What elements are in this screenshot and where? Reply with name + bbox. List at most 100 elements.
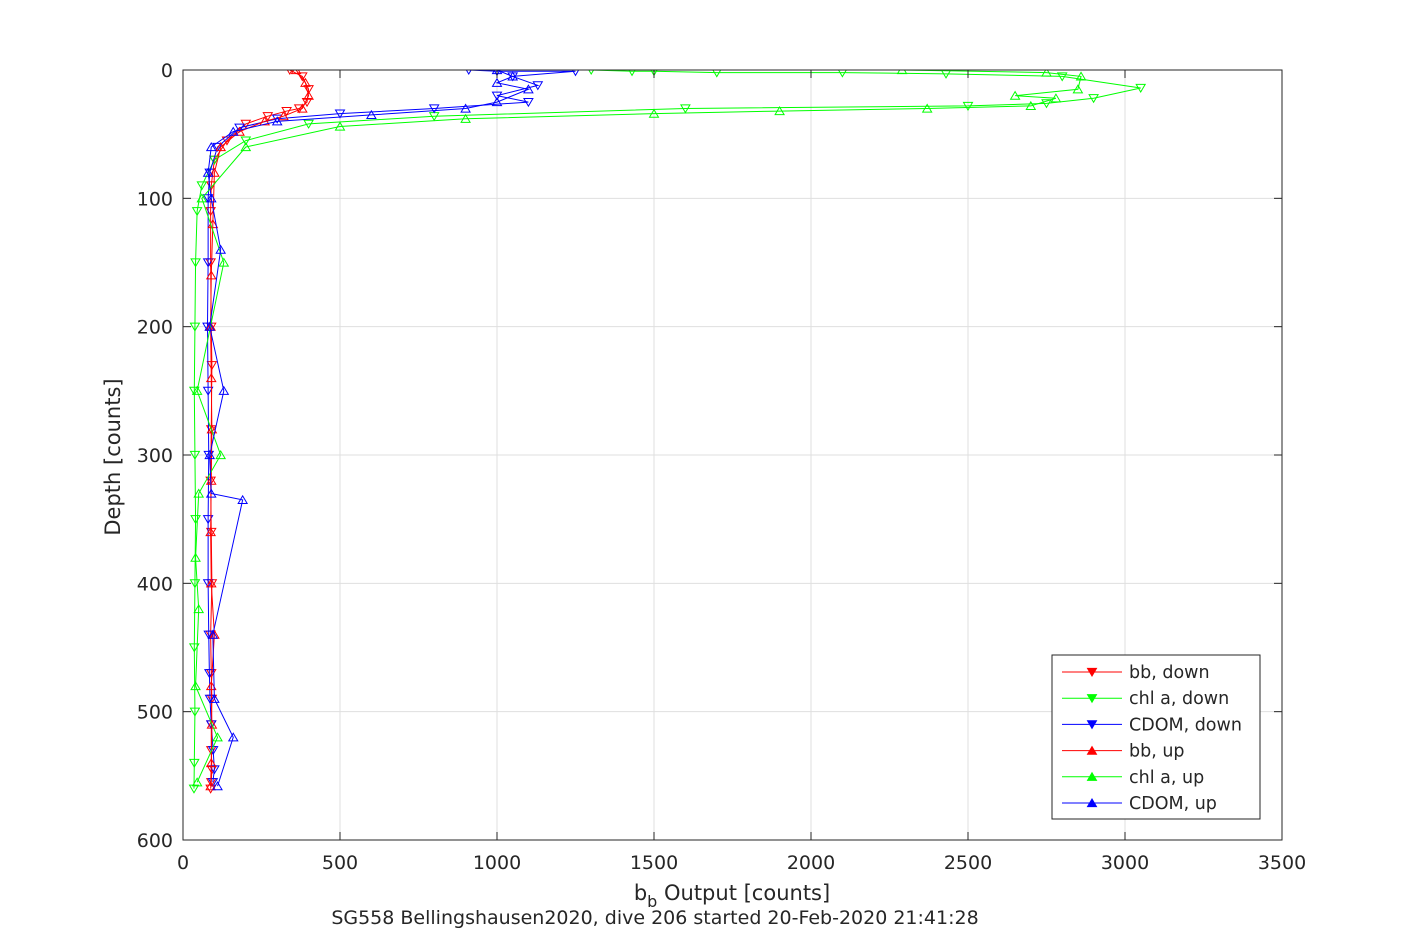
data-point	[303, 119, 314, 129]
data-point	[1088, 94, 1099, 104]
data-point	[188, 386, 200, 396]
data-point	[218, 385, 230, 395]
series-line	[195, 70, 1082, 783]
data-point	[205, 781, 217, 791]
data-point	[190, 258, 201, 268]
data-point	[460, 103, 471, 113]
data-point	[205, 270, 217, 280]
data-point	[188, 784, 200, 794]
data-point	[259, 116, 271, 126]
y-tick-label: 100	[137, 188, 173, 210]
data-point	[205, 757, 217, 768]
data-point	[207, 629, 219, 639]
legend-label: chl a, down	[1129, 689, 1229, 709]
legend-entry: CDOM, up	[1062, 794, 1217, 814]
legend-box	[1051, 654, 1261, 820]
legend-marker	[1086, 667, 1098, 678]
legend-label: bb, up	[1129, 742, 1185, 762]
data-point	[206, 424, 218, 434]
data-point	[334, 121, 346, 131]
series-line	[207, 70, 531, 787]
legend-entry: CDOM, down	[1062, 715, 1242, 735]
legend-entry: bb, down	[1062, 663, 1210, 683]
data-point	[507, 71, 519, 81]
data-series	[188, 70, 1147, 794]
data-point	[205, 578, 217, 588]
data-point	[191, 207, 203, 217]
data-point	[203, 630, 215, 640]
data-point	[300, 77, 311, 87]
x-tick-label: 0	[177, 852, 189, 874]
legend-label: bb, down	[1129, 663, 1210, 683]
data-point	[296, 72, 308, 82]
y-tick-label: 200	[137, 317, 173, 339]
series-3	[205, 70, 314, 791]
data-point	[191, 385, 203, 395]
data-point	[206, 361, 218, 371]
data-point	[921, 103, 933, 113]
data-point	[193, 488, 205, 498]
data-point	[628, 70, 636, 77]
data-point	[212, 781, 223, 791]
x-axis-label-main: b	[634, 881, 647, 905]
data-point	[188, 643, 200, 653]
data-point	[189, 450, 201, 461]
data-point	[205, 680, 217, 691]
data-point	[209, 167, 220, 177]
data-point	[234, 126, 245, 136]
data-point	[196, 193, 208, 203]
x-tick-label: 2000	[787, 852, 835, 874]
data-point	[962, 101, 974, 111]
data-point	[240, 136, 252, 146]
data-point	[218, 257, 230, 267]
data-point	[296, 103, 308, 113]
legend-entries: bb, down chl a, down CDOM, down bb, up chl a…	[1062, 663, 1242, 814]
data-point	[262, 112, 274, 122]
x-axis-label: bb Output [counts]	[634, 881, 830, 911]
data-point	[206, 719, 218, 729]
legend-marker	[1086, 694, 1098, 704]
data-point	[189, 322, 201, 332]
data-point	[523, 97, 534, 108]
series-4	[190, 70, 1087, 787]
data-point	[491, 97, 503, 107]
y-tick-label: 600	[137, 830, 173, 852]
x-tick-label: 3000	[1101, 852, 1149, 874]
data-point	[278, 111, 289, 121]
data-point	[215, 244, 227, 254]
data-point	[460, 113, 471, 123]
data-point	[837, 70, 847, 78]
data-point	[491, 91, 503, 101]
data-point	[571, 70, 580, 77]
data-point	[1041, 70, 1052, 77]
data-point	[532, 81, 544, 91]
legend-marker	[1086, 720, 1098, 730]
legend-marker	[1086, 797, 1098, 808]
data-point	[215, 141, 227, 152]
data-point	[188, 758, 200, 769]
data-point	[234, 123, 245, 133]
x-axis-ticks: 0 500 1000 1500 2000 2500 3000 3500	[177, 70, 1306, 874]
data-point	[1056, 72, 1068, 82]
data-point	[189, 707, 201, 717]
data-point	[215, 449, 227, 460]
data-point	[290, 70, 302, 75]
data-point	[1025, 100, 1037, 111]
data-point	[428, 104, 440, 114]
data-point	[227, 126, 239, 136]
data-point	[240, 141, 252, 152]
legend-label: CDOM, up	[1129, 794, 1217, 814]
data-point	[650, 70, 658, 77]
x-tick-label: 2500	[944, 852, 992, 874]
data-point	[196, 181, 208, 191]
x-tick-label: 500	[322, 852, 358, 874]
data-point	[1009, 90, 1021, 100]
legend-marker	[1086, 771, 1098, 781]
data-point	[202, 386, 214, 396]
data-point	[203, 450, 215, 461]
y-tick-label: 0	[161, 60, 173, 82]
y-tick-label: 400	[137, 573, 173, 595]
legend-label: chl a, up	[1129, 768, 1204, 788]
legend-entry: chl a, down	[1062, 689, 1229, 709]
